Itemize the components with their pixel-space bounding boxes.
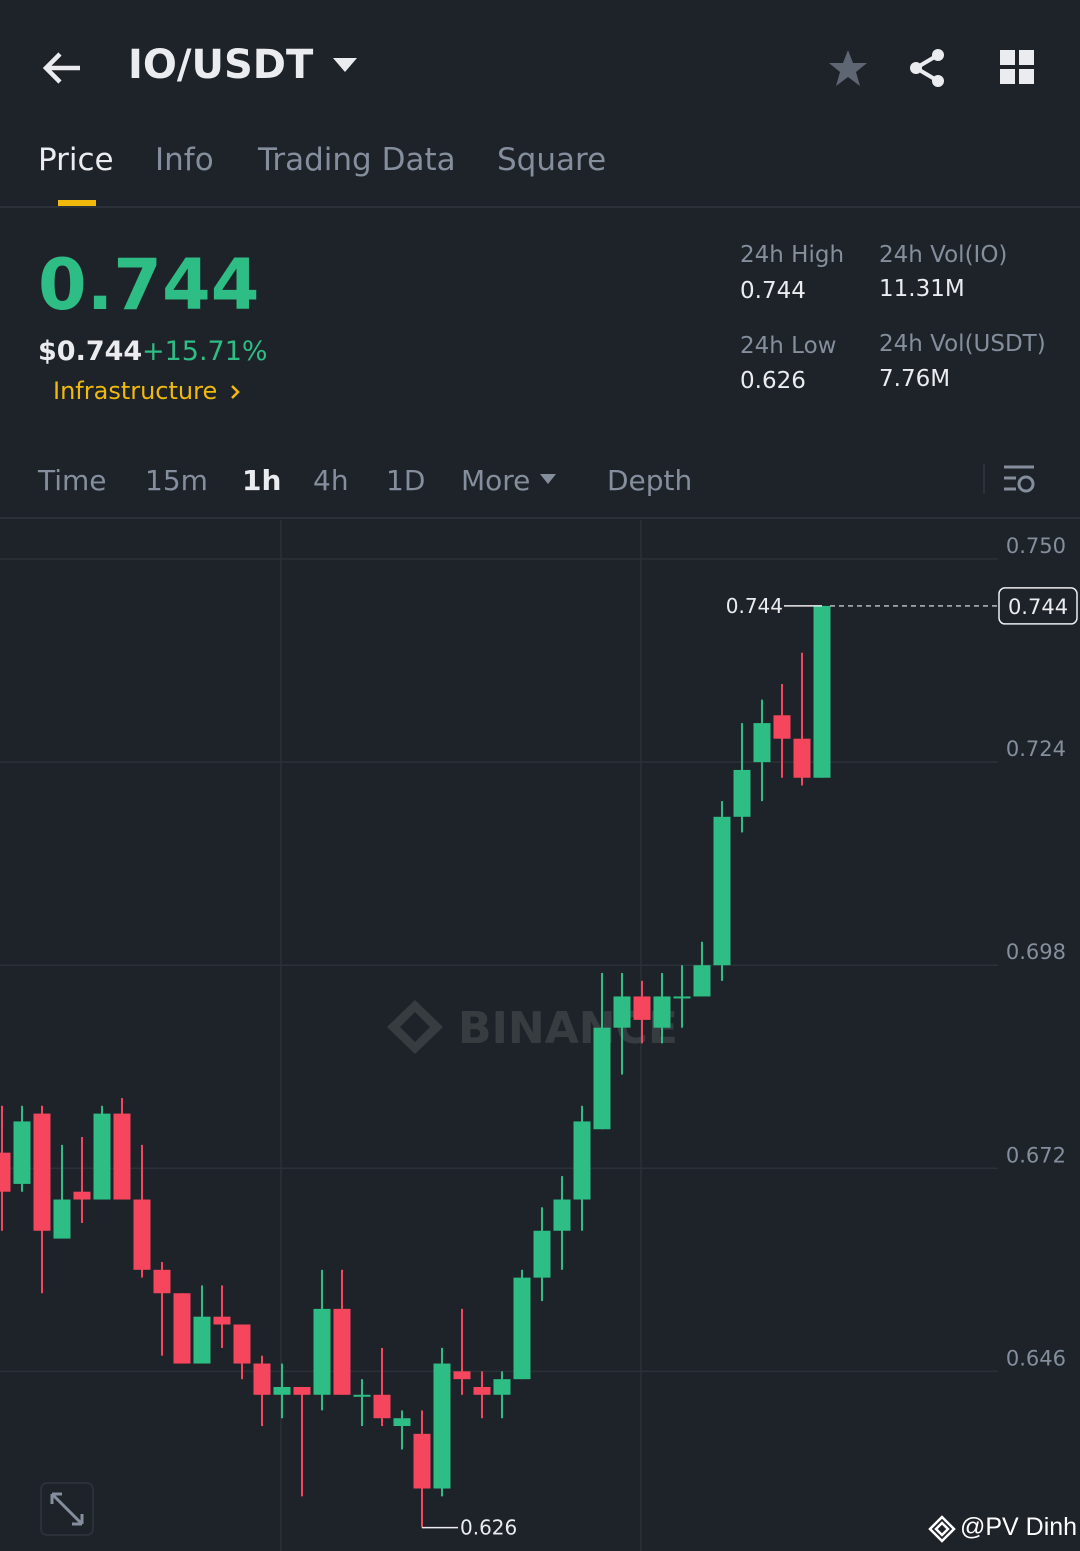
last-price-box bbox=[998, 587, 1078, 625]
interval-active[interactable]: 1h bbox=[242, 464, 282, 497]
candle-body bbox=[793, 738, 811, 778]
interval[interactable]: 4h bbox=[313, 464, 349, 497]
stat-value: 11.31M bbox=[879, 276, 965, 302]
y-tick-label: 0.724 bbox=[1006, 737, 1066, 761]
tab[interactable]: Square bbox=[497, 142, 607, 178]
last-price-label: 0.744 bbox=[1008, 595, 1068, 619]
candle-body bbox=[233, 1324, 251, 1364]
candle-body bbox=[213, 1316, 231, 1325]
y-tick-label: 0.646 bbox=[1006, 1346, 1066, 1370]
fullscreen-button[interactable] bbox=[40, 1482, 94, 1536]
stat-label: 24h High bbox=[740, 242, 845, 268]
chart-settings[interactable] bbox=[1004, 464, 1036, 496]
candle-body bbox=[413, 1433, 431, 1489]
y-tick-label: 0.672 bbox=[1006, 1143, 1066, 1167]
candle-body bbox=[533, 1230, 551, 1278]
min-marker-label: 0.626 bbox=[460, 1516, 517, 1540]
candle-body bbox=[293, 1386, 311, 1395]
candle-body bbox=[713, 816, 731, 966]
stat-label: 24h Vol(IO) bbox=[879, 242, 1008, 268]
stat-value: 0.626 bbox=[740, 368, 806, 394]
candle-body bbox=[473, 1386, 491, 1395]
pair-title[interactable]: IO/USDT bbox=[128, 42, 314, 88]
candle-body bbox=[553, 1199, 571, 1231]
candle-body bbox=[153, 1269, 171, 1294]
tab-indicator bbox=[58, 200, 96, 206]
candle-body bbox=[173, 1293, 191, 1364]
candle-body bbox=[493, 1379, 511, 1395]
last-price: 0.744 bbox=[38, 244, 260, 326]
share-button[interactable] bbox=[908, 48, 948, 88]
candle-body bbox=[593, 1027, 611, 1130]
credit-logo bbox=[928, 1515, 956, 1543]
stat-label: 24h Vol(USDT) bbox=[879, 331, 1046, 357]
candle-body bbox=[513, 1277, 531, 1380]
y-tick-label: 0.750 bbox=[1006, 534, 1066, 558]
interval[interactable]: More bbox=[461, 464, 531, 497]
candle-body bbox=[93, 1113, 111, 1200]
stat-value: 7.76M bbox=[879, 366, 951, 392]
sector-chevron[interactable] bbox=[229, 383, 241, 401]
candle-body bbox=[333, 1308, 351, 1395]
price-change: +15.71% bbox=[142, 336, 268, 367]
candle-body bbox=[453, 1371, 471, 1380]
candle-body bbox=[773, 715, 791, 739]
candle-body bbox=[273, 1386, 291, 1395]
tab[interactable]: Info bbox=[155, 142, 214, 178]
candle-body bbox=[193, 1316, 211, 1364]
candle-body bbox=[373, 1394, 391, 1419]
candle-body bbox=[433, 1363, 451, 1489]
interval[interactable]: Time bbox=[38, 464, 107, 497]
favorite-star[interactable] bbox=[828, 48, 868, 88]
candle-body bbox=[13, 1121, 31, 1184]
stat-label: 24h Low bbox=[740, 333, 837, 359]
tab[interactable]: Trading Data bbox=[258, 142, 456, 178]
separator bbox=[983, 464, 985, 494]
interval[interactable]: Depth bbox=[607, 464, 693, 497]
candle-body bbox=[813, 605, 831, 778]
candle-body bbox=[353, 1394, 371, 1397]
pair-dropdown[interactable] bbox=[333, 58, 357, 74]
candle-body bbox=[53, 1199, 71, 1239]
candle-body bbox=[573, 1121, 591, 1200]
candle-body bbox=[673, 996, 691, 999]
interval[interactable]: 15m bbox=[145, 464, 208, 497]
divider bbox=[0, 206, 1080, 208]
layout-button[interactable] bbox=[1000, 50, 1036, 86]
candle-body bbox=[313, 1308, 331, 1395]
candle-body bbox=[693, 965, 711, 997]
back-button[interactable] bbox=[40, 48, 84, 88]
candle-body bbox=[253, 1363, 271, 1395]
candle-body bbox=[613, 996, 631, 1028]
interval[interactable]: 1D bbox=[386, 464, 426, 497]
candle-body bbox=[393, 1418, 411, 1427]
candle-body bbox=[753, 723, 771, 763]
stat-value: 0.744 bbox=[740, 278, 806, 304]
sector-link[interactable]: Infrastructure bbox=[53, 377, 218, 405]
candle-body bbox=[633, 996, 651, 1020]
usd-price: $0.744 bbox=[38, 336, 143, 367]
divider bbox=[0, 517, 1080, 519]
more-dropdown[interactable] bbox=[540, 474, 556, 486]
y-tick-label: 0.698 bbox=[1006, 940, 1066, 964]
candle-body bbox=[0, 1152, 11, 1192]
candle-body bbox=[33, 1113, 51, 1231]
max-marker-label: 0.744 bbox=[726, 594, 783, 618]
candle-body bbox=[113, 1113, 131, 1200]
candle-body bbox=[73, 1191, 91, 1200]
credit: @PV Dinh bbox=[960, 1513, 1078, 1541]
candle-body bbox=[653, 996, 671, 1028]
candle-body bbox=[733, 769, 751, 817]
tab-active[interactable]: Price bbox=[38, 142, 114, 178]
candle-body bbox=[133, 1199, 151, 1270]
